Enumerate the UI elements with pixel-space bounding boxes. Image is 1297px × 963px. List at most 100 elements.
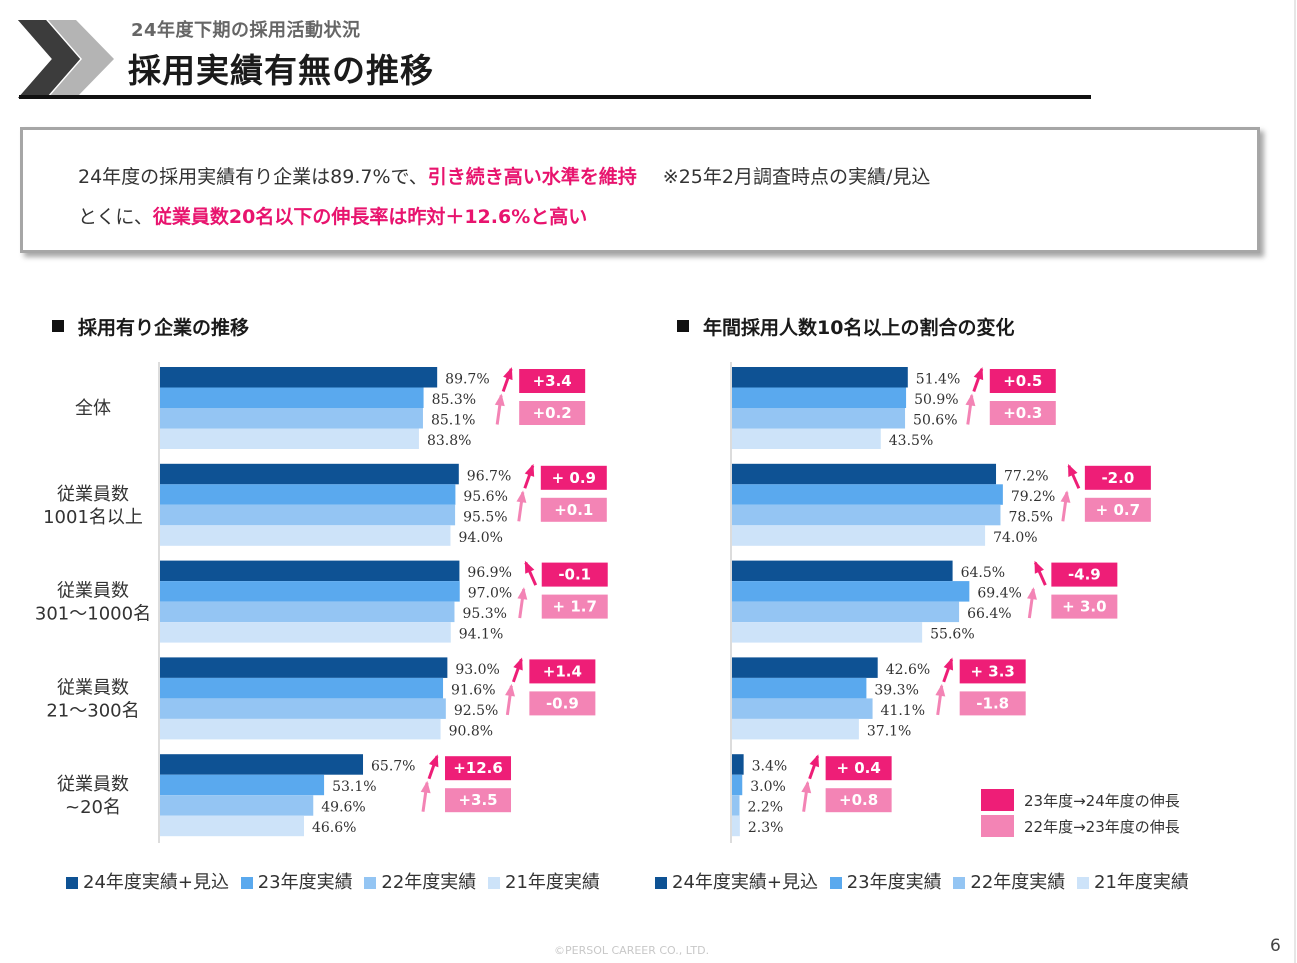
- growth-badge-22-23: [519, 401, 586, 425]
- bar-value-label: 66.4%: [967, 606, 1011, 622]
- bar-value-label: 96.7%: [467, 468, 511, 484]
- legend-swatch: [364, 877, 377, 889]
- bar-value-label: 65.7%: [371, 759, 415, 775]
- bar-value-label: 78.5%: [1008, 509, 1052, 525]
- square-bullet-icon: [52, 320, 64, 332]
- summary-text: とくに、: [78, 206, 153, 228]
- bar-value-label: 46.6%: [312, 820, 356, 836]
- page-subtitle: 24年度下期の採用活動状況: [131, 20, 361, 41]
- growth-badge-22-23: [529, 691, 596, 716]
- bar-fy23: [160, 484, 456, 505]
- growth-badge-22-23: [1084, 497, 1151, 522]
- growth-badge-23-24-text: +1.4: [543, 662, 582, 680]
- growth-arrow-23-24-head: [428, 754, 439, 768]
- bar-value-label: 94.0%: [458, 530, 502, 546]
- bar-fy22: [160, 601, 455, 623]
- legend-item: 22年度実績: [364, 868, 476, 894]
- growth-badge-22-23: [825, 788, 892, 813]
- bar-value-label: 96.9%: [467, 565, 511, 581]
- category-label: 全体: [75, 398, 111, 419]
- growth-badge-22-23: [1051, 594, 1118, 619]
- legend-label: 22年度実績: [970, 872, 1066, 893]
- legend-swatch: [1077, 877, 1090, 889]
- legend-swatch: [981, 815, 1014, 837]
- bar-value-label: 83.8%: [427, 433, 471, 449]
- growth-badge-23-24-text: -2.0: [1101, 469, 1134, 487]
- summary-box: 24年度の採用実績有り企業は89.7%で、引き続き高い水準を維持 ※25年2月調査…: [20, 127, 1260, 253]
- bar-value-label: 97.0%: [468, 586, 512, 602]
- growth-badge-22-23: [989, 401, 1056, 425]
- growth-badge-23-24: [541, 562, 608, 587]
- legend-label: 23年度実績: [257, 872, 353, 893]
- bar-value-label: 3.4%: [752, 759, 788, 775]
- bar-value-label: 41.1%: [881, 703, 925, 719]
- bar-value-label: 89.7%: [445, 372, 489, 388]
- bar-value-label: 50.9%: [914, 392, 958, 408]
- growth-badge-23-24-text: +12.6: [453, 759, 503, 777]
- bar-value-label: 2.3%: [748, 820, 784, 836]
- bar-fy23: [732, 484, 1003, 505]
- category-label: 従業員数~20名: [57, 774, 129, 818]
- page-number: 6: [1270, 936, 1281, 956]
- growth-badge-23-24-text: + 0.9: [552, 469, 596, 487]
- copyright: ©PERSOL CAREER CO., LTD.: [554, 944, 710, 957]
- growth-arrow-22-23-head: [935, 683, 946, 697]
- bar-value-label: 64.5%: [961, 565, 1005, 581]
- chart-right-title: 年間採用人数10名以上の割合の変化: [677, 313, 1014, 340]
- growth-badge-22-23-text: -0.9: [546, 694, 579, 712]
- summary-note: ※25年2月調査時点の実績/見込: [662, 166, 931, 188]
- bar-value-label: 51.4%: [916, 372, 960, 388]
- chart-left-title-text: 採用有り企業の推移: [78, 317, 250, 339]
- summary-highlight: 従業員数20名以下の伸長率は昨対＋12.6%と高い: [152, 206, 588, 228]
- bar-fy24: [160, 463, 459, 485]
- bar-value-label: 53.1%: [332, 779, 376, 795]
- growth-arrow-22-23-head: [494, 393, 505, 407]
- bar-fy22: [160, 408, 423, 429]
- growth-legend-item: 22年度→23年度の伸長: [981, 813, 1180, 839]
- bar-fy24: [160, 754, 364, 775]
- growth-badge-22-23-text: + 0.7: [1096, 501, 1140, 519]
- legend-item: 24年度実績+見込: [66, 868, 229, 894]
- growth-badge-22-23-text: -1.8: [976, 694, 1009, 712]
- legend-item: 24年度実績+見込: [655, 868, 818, 894]
- growth-arrow-22-23-head: [965, 393, 976, 407]
- bar-fy24: [732, 657, 878, 678]
- bar-value-label: 95.6%: [463, 489, 507, 505]
- growth-badge-23-24: [519, 369, 586, 393]
- growth-badge-22-23: [445, 788, 512, 813]
- bar-fy24: [732, 560, 953, 582]
- growth-badge-23-24: [445, 756, 512, 781]
- legend-label: 22年度実績: [381, 872, 477, 893]
- square-bullet-icon: [677, 320, 689, 332]
- bar-value-label: 95.5%: [463, 509, 507, 525]
- legend-swatch: [981, 789, 1014, 811]
- legend-label: 22年度→23年度の伸長: [1024, 817, 1180, 836]
- bar-value-label: 42.6%: [886, 662, 930, 678]
- growth-badge-22-23-text: +3.5: [458, 791, 497, 809]
- growth-badge-23-24: [825, 756, 892, 781]
- growth-badge-22-23-text: +0.2: [533, 404, 572, 422]
- bar-fy21: [160, 428, 419, 449]
- growth-arrow-22-23-head: [505, 683, 515, 697]
- growth-legend-item: 23年度→24年度の伸長: [981, 787, 1180, 813]
- legend-label: 24年度実績+見込: [83, 872, 229, 893]
- growth-badge-22-23: [541, 594, 608, 619]
- bar-fy24: [160, 560, 460, 582]
- bar-value-label: 91.6%: [451, 682, 495, 698]
- legend-swatch: [953, 877, 966, 889]
- bar-fy23: [732, 774, 743, 796]
- legend-item: 23年度実績: [240, 868, 353, 894]
- bar-value-label: 95.3%: [462, 606, 506, 622]
- growth-arrow-23-24-head: [973, 367, 984, 381]
- growth-badge-23-24: [529, 659, 596, 684]
- summary-line-1: 24年度の採用実績有り企業は89.7%で、引き続き高い水準を維持 ※25年2月調査…: [78, 162, 930, 189]
- growth-arrow-23-24-head: [524, 560, 535, 574]
- bar-fy21: [732, 622, 923, 643]
- growth-badge-23-24-text: +3.4: [533, 372, 572, 390]
- growth-arrow-22-23-head: [516, 490, 527, 503]
- growth-badge-22-23: [540, 497, 607, 522]
- growth-badge-22-23-text: +0.3: [1003, 404, 1042, 422]
- growth-arrow-22-23-head: [517, 587, 528, 600]
- bar-fy23: [732, 677, 867, 699]
